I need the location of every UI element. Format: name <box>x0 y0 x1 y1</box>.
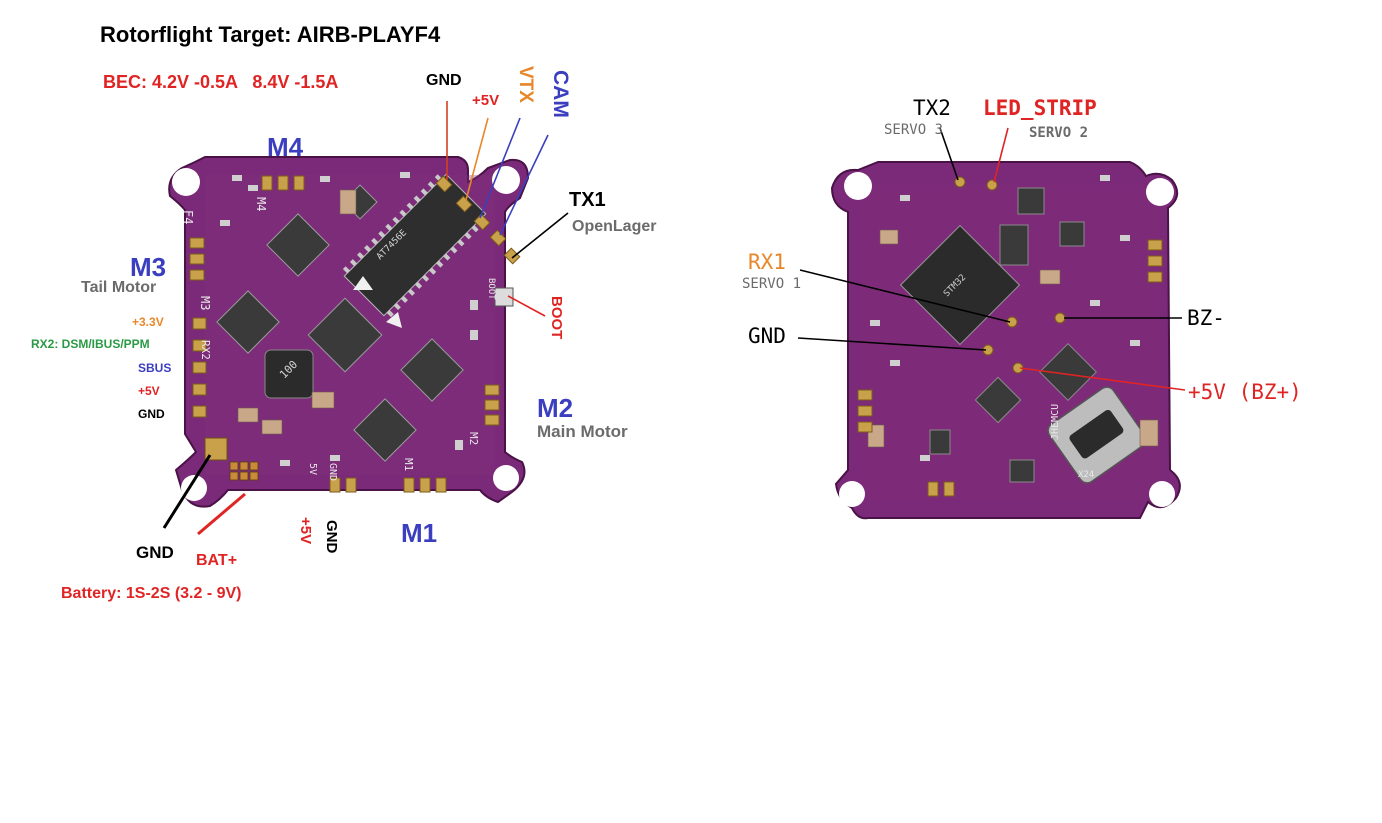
tx2-desc: SERVO 3 <box>884 122 944 138</box>
led-strip-desc: SERVO 2 <box>1029 125 1089 141</box>
m3-label: M3 <box>130 252 167 282</box>
silk-m3: M3 <box>198 296 212 311</box>
silk-rx2: RX2 <box>199 340 212 360</box>
pad-gnd-label: GND <box>138 407 165 421</box>
silk-f4: F4 <box>181 210 195 225</box>
silk-m2: M2 <box>467 432 480 446</box>
pad-5v-label: +5V <box>138 384 160 398</box>
battery-spec: Battery: 1S-2S (3.2 - 9V) <box>61 585 242 602</box>
tx1-label: TX1 <box>569 189 606 211</box>
left-leader-lines <box>162 101 569 536</box>
cam-text: CAM <box>549 70 572 118</box>
silk-jhemcu: JHEMCU <box>1050 403 1061 440</box>
silk-m1: M1 <box>402 458 415 472</box>
bz-minus-label: BZ- <box>1187 306 1225 330</box>
cam-label: CAM <box>526 70 572 118</box>
tx1-desc: OpenLager <box>572 218 657 235</box>
silk-5v: 5V <box>307 463 318 476</box>
m2-desc: Main Motor <box>537 422 628 441</box>
page-title: Rotorflight Target: AIRB-PLAYF4 <box>100 22 441 47</box>
bec-spec: BEC: 4.2V -0.5A 8.4V -1.5A <box>103 72 339 92</box>
boot-text: BOOT <box>548 296 565 340</box>
vtx-label: VTX <box>492 66 536 103</box>
bz-plus-label: +5V (BZ+) <box>1188 380 1302 404</box>
right-leader-lines <box>797 127 1186 391</box>
m3-desc: Tail Motor <box>81 279 157 296</box>
rx1-desc: SERVO 1 <box>742 276 802 292</box>
rx1-label: RX1 <box>748 250 786 274</box>
pad-rx2-label: RX2: DSM/IBUS/PPM <box>31 337 150 351</box>
left-board <box>168 156 530 508</box>
m4-label: M4 <box>267 132 304 162</box>
top-gnd-label: GND <box>426 72 462 89</box>
m1-label: M1 <box>401 518 438 548</box>
boot-label: BOOT <box>530 296 565 339</box>
right-board <box>830 161 1181 520</box>
right-gnd-label: GND <box>748 324 786 348</box>
silk-m4: M4 <box>254 197 268 212</box>
silk-gnd: GND <box>327 463 338 482</box>
led-strip-label: LED_STRIP <box>983 96 1097 120</box>
tx2-label: TX2 <box>913 96 951 120</box>
silk-boot: BOOT <box>486 278 496 300</box>
silk-x24: X24 <box>1078 470 1095 480</box>
pad-3v3-label: +3.3V <box>132 315 164 329</box>
bat-plus-label: BAT+ <box>196 552 238 569</box>
top-5v-label: +5V <box>472 92 500 109</box>
bottom-5v-label: +5V <box>279 517 314 544</box>
pad-sbus-label: SBUS <box>138 361 172 375</box>
bottom-gnd-text: GND <box>323 520 340 554</box>
bat-gnd-label: GND <box>136 543 174 562</box>
bottom-gnd-label: GND <box>305 520 340 553</box>
m2-label: M2 <box>537 393 574 423</box>
